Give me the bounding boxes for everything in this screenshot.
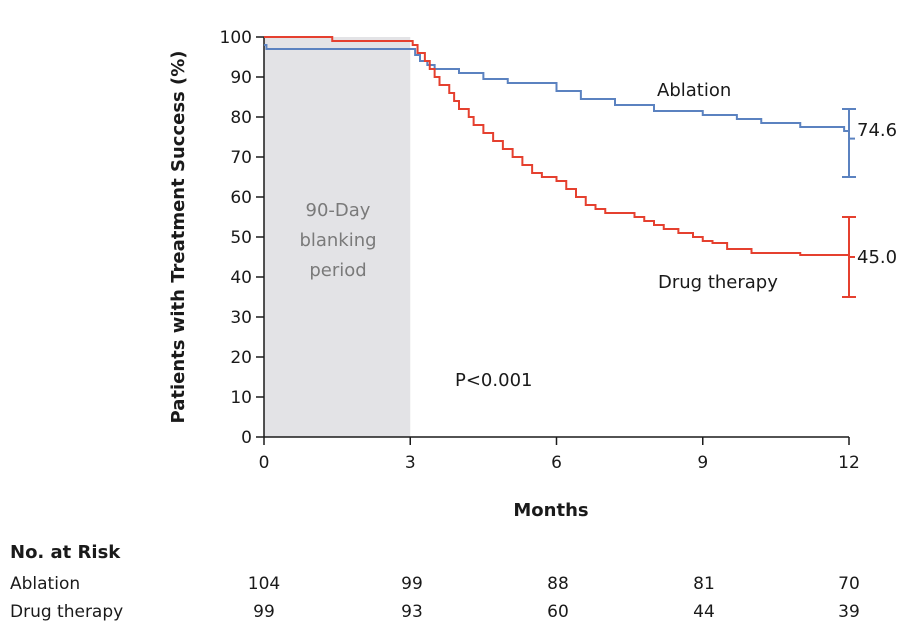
- x-axis-label: Months: [513, 500, 588, 521]
- blanking-period-region: [264, 37, 411, 437]
- risk-value: 88: [547, 574, 569, 594]
- p-value-annotation: P<0.001: [455, 370, 532, 391]
- y-tick-label: 80: [230, 108, 252, 128]
- risk-row-label: Drug therapy: [10, 602, 124, 622]
- x-tick-label: 9: [697, 453, 708, 473]
- risk-value: 39: [838, 602, 860, 622]
- x-tick-label: 0: [259, 453, 270, 473]
- x-tick-label: 12: [838, 453, 860, 473]
- axes: 0 10 20 30 40 50 60 70 80 90 100 0 3 6 9 12: [220, 28, 860, 473]
- series-label-ablation: Ablation: [657, 80, 731, 101]
- series-line-ablation: [264, 44, 850, 139]
- risk-value: 99: [401, 574, 423, 594]
- x-tick-label: 6: [551, 453, 562, 473]
- blanking-label-line-1: 90-Day: [306, 200, 371, 221]
- blanking-label-line-2: blanking: [299, 230, 376, 251]
- risk-value: 60: [547, 602, 569, 622]
- risk-row-label: Ablation: [10, 574, 81, 594]
- blanking-label-line-3: period: [309, 260, 366, 281]
- risk-value: 81: [693, 574, 715, 594]
- y-axis-label: Patients with Treatment Success (%): [168, 50, 189, 423]
- km-chart: 90-Day blanking period 01020304050607080…: [168, 28, 897, 521]
- end-value-ablation: 74.6: [857, 120, 897, 141]
- series-layer: [264, 36, 856, 298]
- risk-value: 93: [401, 602, 423, 622]
- risk-value: 70: [838, 574, 860, 594]
- y-tick-label: 0: [241, 428, 252, 448]
- series-line-drug-therapy: [264, 36, 850, 257]
- y-tick-label: 40: [230, 268, 252, 288]
- y-tick-label: 30: [230, 308, 252, 328]
- x-tick-label: 3: [405, 453, 416, 473]
- y-tick-label: 20: [230, 348, 252, 368]
- risk-value: 99: [253, 602, 275, 622]
- series-label-drug-therapy: Drug therapy: [658, 272, 778, 293]
- y-tick-label: 10: [230, 388, 252, 408]
- y-tick-label: 50: [230, 228, 252, 248]
- risk-table-title: No. at Risk: [10, 542, 121, 563]
- y-tick-label: 70: [230, 148, 252, 168]
- end-value-drug-therapy: 45.0: [857, 247, 897, 268]
- y-tick-label: 60: [230, 188, 252, 208]
- risk-value: 44: [693, 602, 715, 622]
- y-tick-label: 90: [230, 68, 252, 88]
- y-tick-label: 100: [220, 28, 252, 48]
- risk-value: 104: [247, 574, 281, 594]
